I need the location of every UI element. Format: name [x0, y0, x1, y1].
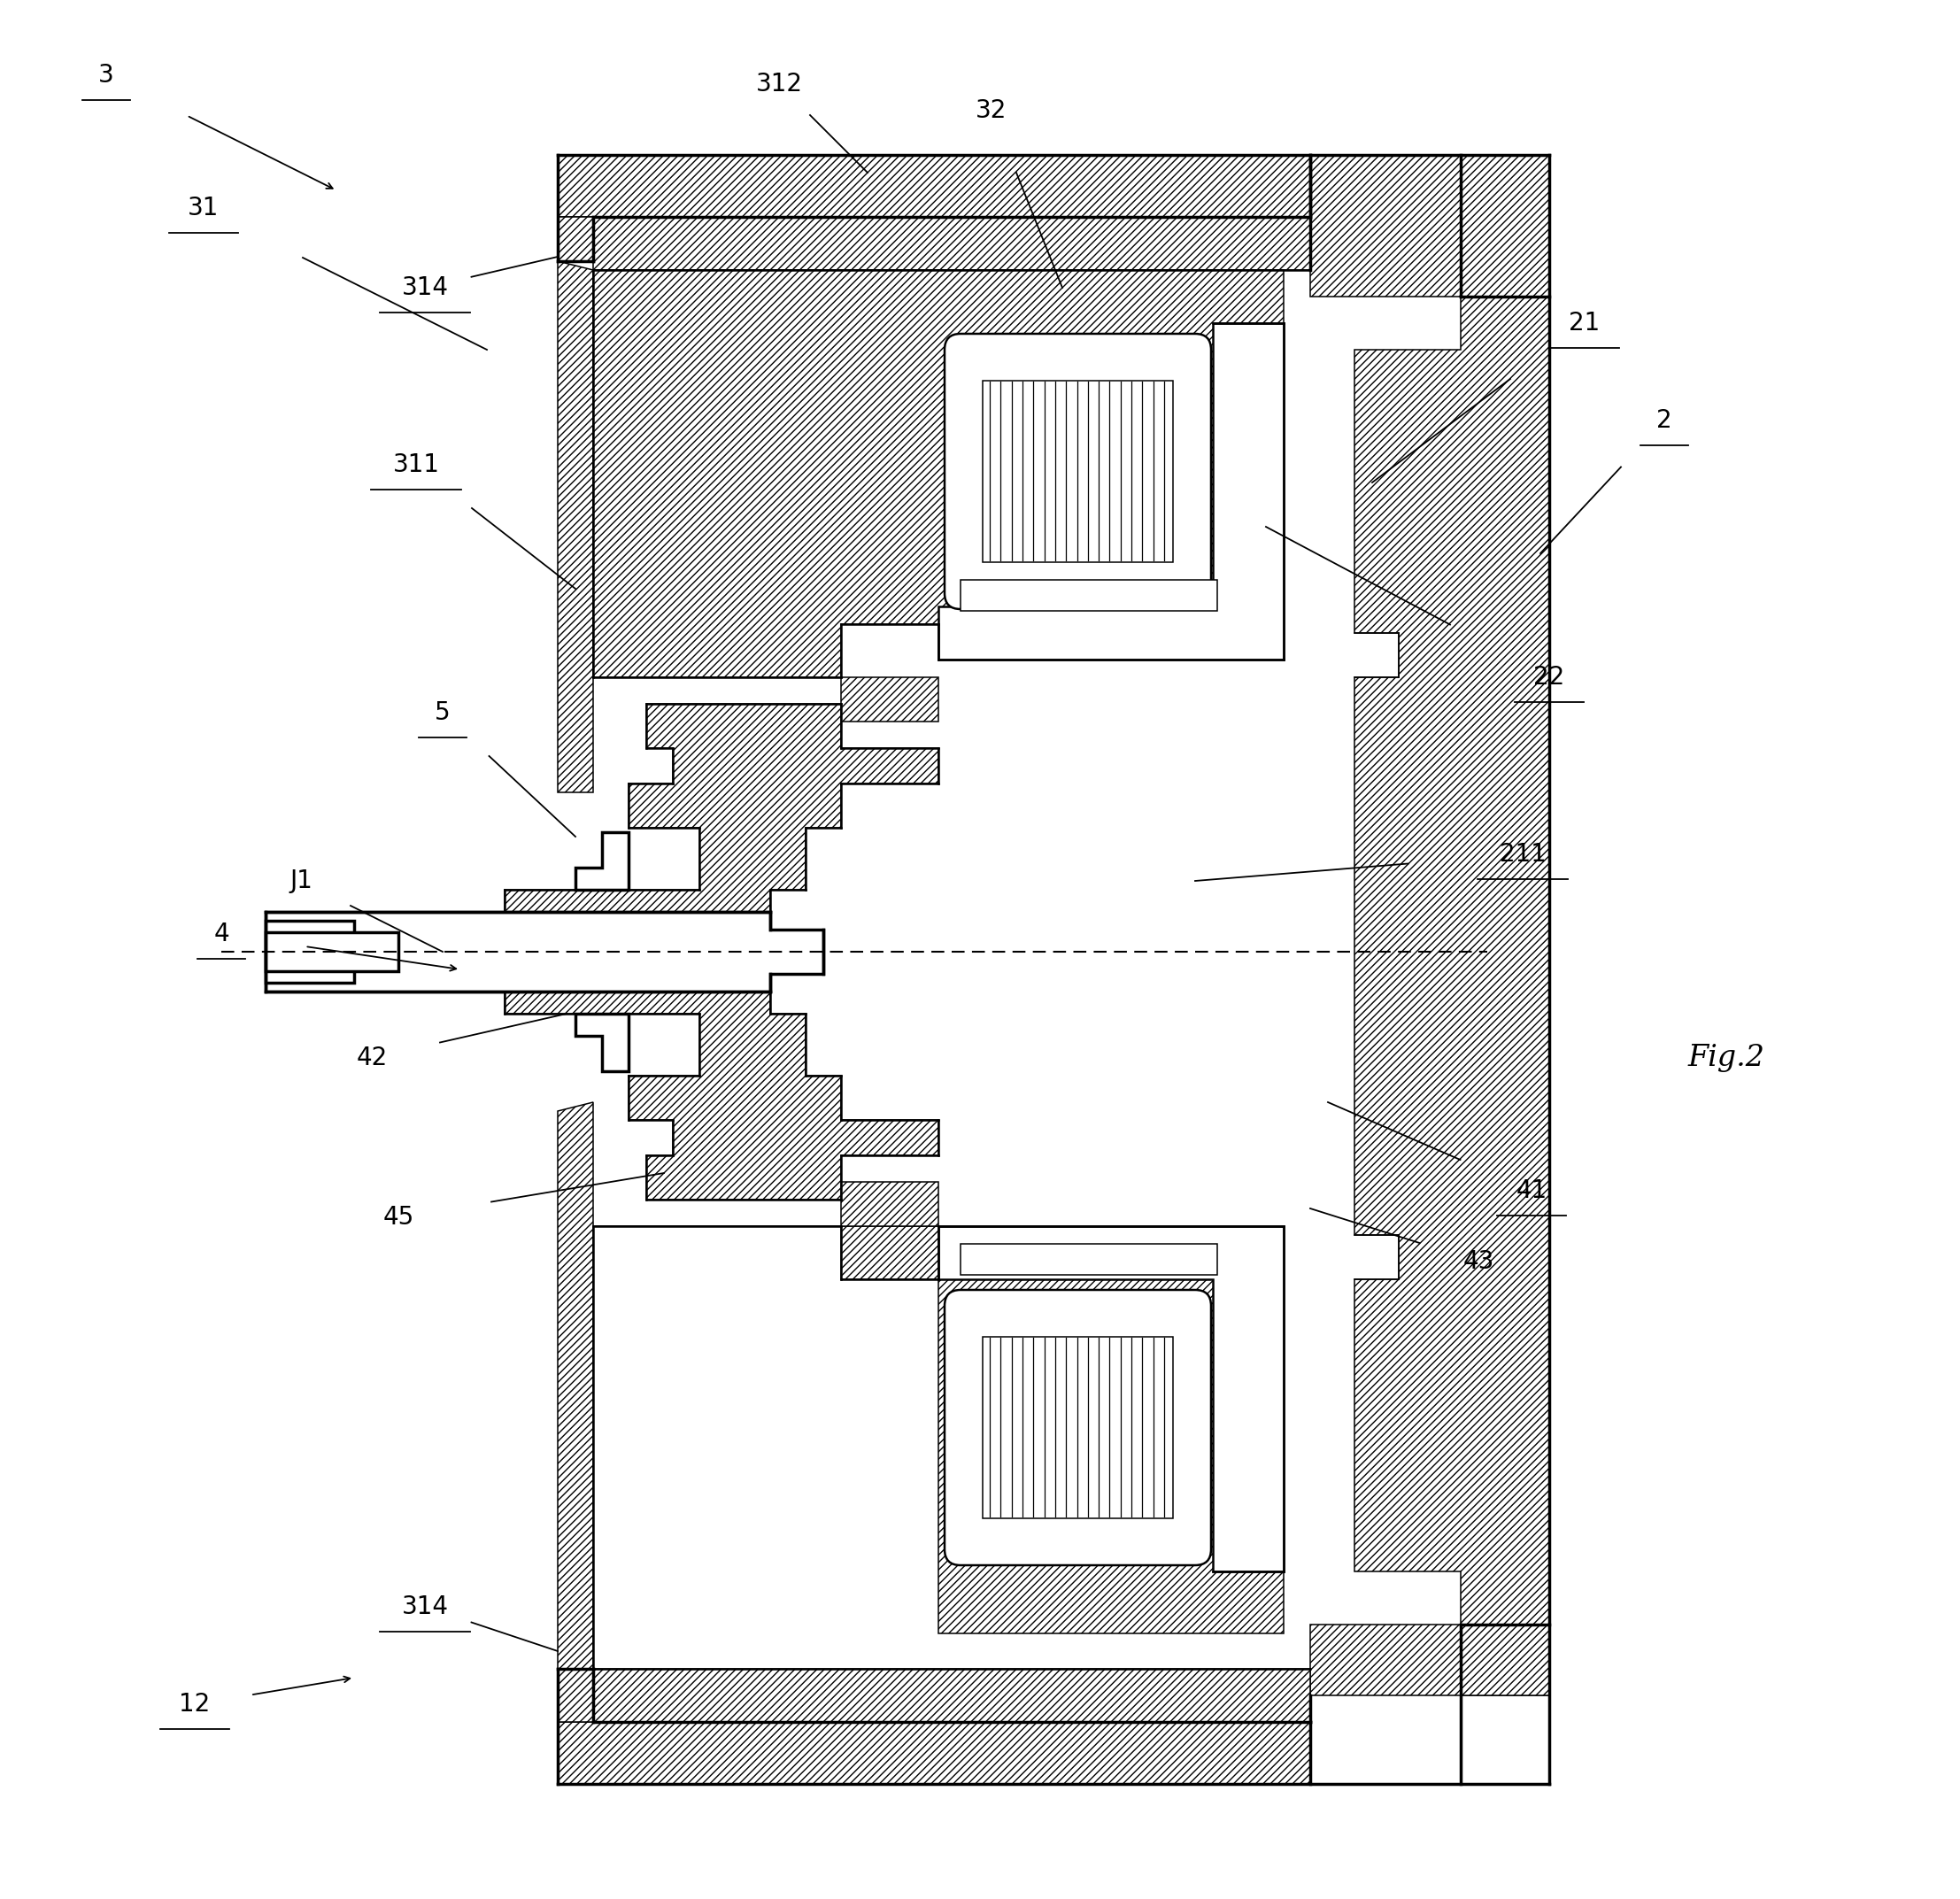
Polygon shape	[559, 262, 594, 792]
Bar	[960, 579, 1217, 611]
Polygon shape	[594, 1227, 1284, 1633]
Polygon shape	[559, 216, 1309, 270]
Polygon shape	[939, 323, 1284, 659]
Text: 41: 41	[1515, 1179, 1546, 1204]
Text: 42: 42	[357, 1046, 388, 1071]
Bar	[982, 1337, 1172, 1519]
Polygon shape	[841, 678, 939, 722]
Text: 22: 22	[1533, 665, 1564, 689]
Polygon shape	[504, 705, 939, 1200]
Polygon shape	[267, 912, 823, 991]
Polygon shape	[1460, 1624, 1548, 1696]
Polygon shape	[1309, 156, 1548, 1696]
Polygon shape	[559, 1101, 594, 1669]
Text: 4: 4	[214, 921, 229, 946]
Polygon shape	[939, 1227, 1284, 1572]
Text: 314: 314	[402, 275, 449, 300]
Text: 45: 45	[382, 1204, 414, 1231]
Polygon shape	[841, 1181, 939, 1227]
Text: 2: 2	[1656, 408, 1672, 433]
Text: Fig.2: Fig.2	[1688, 1044, 1764, 1073]
Text: 32: 32	[976, 99, 1007, 123]
Bar	[267, 932, 398, 970]
Text: J1: J1	[290, 868, 312, 893]
Polygon shape	[594, 270, 1284, 678]
Text: 211: 211	[1499, 841, 1546, 866]
Polygon shape	[559, 156, 1309, 216]
Text: 311: 311	[392, 452, 439, 477]
Polygon shape	[1460, 156, 1548, 296]
Polygon shape	[559, 1669, 1309, 1722]
Bar	[982, 380, 1172, 562]
Text: 12: 12	[178, 1692, 210, 1717]
Text: 43: 43	[1462, 1250, 1494, 1274]
Bar	[960, 1244, 1217, 1274]
Text: 312: 312	[757, 72, 802, 97]
Text: 5: 5	[435, 701, 451, 725]
Polygon shape	[576, 1014, 629, 1071]
FancyBboxPatch shape	[945, 334, 1211, 610]
Bar	[267, 921, 355, 982]
Polygon shape	[576, 832, 629, 891]
Text: 21: 21	[1570, 311, 1599, 336]
Text: 3: 3	[98, 63, 114, 87]
FancyBboxPatch shape	[945, 1289, 1211, 1565]
Text: 314: 314	[402, 1595, 449, 1620]
Polygon shape	[559, 1722, 1309, 1783]
Text: 31: 31	[188, 196, 220, 220]
